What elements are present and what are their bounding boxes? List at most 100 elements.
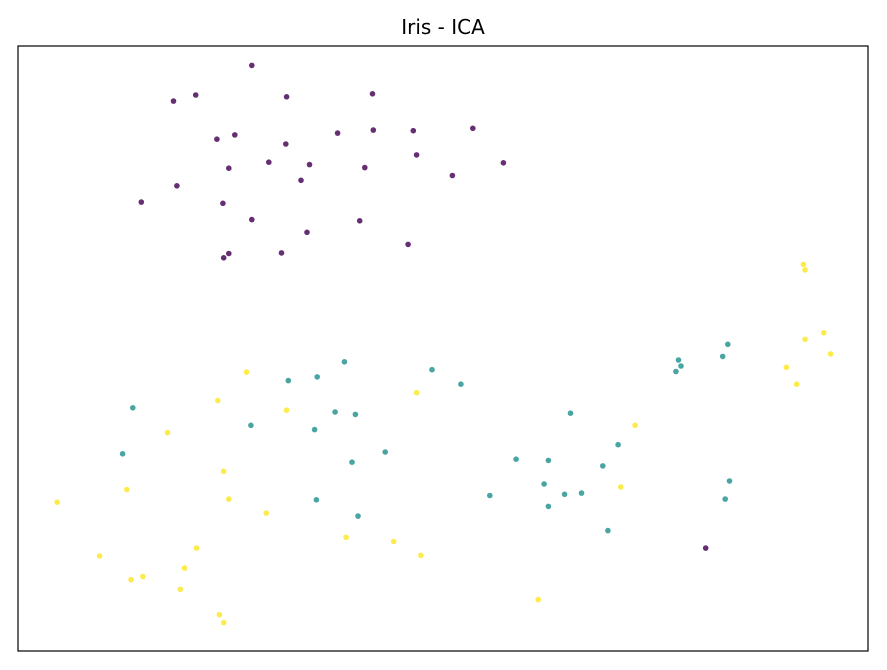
data-point xyxy=(405,241,411,248)
data-point xyxy=(675,357,682,363)
series-0 xyxy=(138,62,709,551)
data-point xyxy=(285,377,292,384)
data-point xyxy=(226,496,232,502)
data-point xyxy=(249,62,255,69)
data-point xyxy=(352,411,359,418)
data-point xyxy=(343,534,349,541)
chart-title: Iris - ICA xyxy=(401,15,485,39)
data-point xyxy=(181,565,188,571)
data-point xyxy=(332,409,338,415)
data-point xyxy=(283,94,290,100)
data-point xyxy=(215,397,221,404)
data-point xyxy=(470,125,476,132)
data-point xyxy=(802,336,808,343)
data-point xyxy=(783,364,790,371)
data-point xyxy=(119,451,126,457)
data-point xyxy=(429,366,435,373)
data-point xyxy=(314,374,321,380)
data-point xyxy=(226,250,232,257)
data-point xyxy=(313,497,320,503)
data-point xyxy=(220,468,227,475)
data-point xyxy=(578,490,585,496)
data-point xyxy=(341,359,348,365)
data-point xyxy=(500,160,507,166)
data-point xyxy=(726,478,733,484)
data-point xyxy=(487,492,493,499)
data-point xyxy=(605,527,611,534)
data-point xyxy=(334,130,341,136)
data-point xyxy=(278,250,285,256)
data-point xyxy=(124,486,130,493)
data-point xyxy=(356,218,363,224)
data-point xyxy=(192,92,199,98)
data-point xyxy=(513,456,519,463)
data-point xyxy=(725,341,731,348)
data-point xyxy=(177,586,184,593)
data-point xyxy=(458,381,464,388)
data-point xyxy=(802,267,808,273)
data-point xyxy=(283,141,289,147)
data-point xyxy=(174,183,180,189)
data-point xyxy=(263,510,270,516)
data-point xyxy=(140,573,146,580)
data-point xyxy=(413,152,420,158)
data-point xyxy=(220,619,227,626)
series-2 xyxy=(54,261,834,626)
data-point xyxy=(600,463,606,469)
data-point xyxy=(800,261,807,268)
data-point xyxy=(170,98,177,104)
data-point xyxy=(266,159,272,165)
data-point xyxy=(243,369,250,375)
data-point xyxy=(541,481,547,487)
data-point xyxy=(827,351,834,357)
data-point xyxy=(678,363,684,369)
data-point xyxy=(362,164,368,171)
data-point xyxy=(298,177,304,184)
data-point xyxy=(220,254,227,261)
data-point xyxy=(673,368,679,375)
data-point xyxy=(418,552,424,559)
data-point xyxy=(617,484,624,490)
data-point xyxy=(96,553,103,559)
data-point xyxy=(567,410,574,417)
data-point xyxy=(632,422,638,429)
data-point xyxy=(164,429,171,436)
data-point xyxy=(535,596,541,603)
data-point xyxy=(410,127,417,134)
data-point xyxy=(561,491,568,498)
data-point xyxy=(54,499,60,506)
data-point xyxy=(311,426,318,433)
data-point xyxy=(138,199,145,205)
data-point xyxy=(249,216,255,223)
data-point xyxy=(128,576,134,583)
data-point xyxy=(355,513,361,519)
data-point xyxy=(226,165,232,171)
data-point xyxy=(232,132,238,138)
data-point xyxy=(214,136,220,142)
data-point xyxy=(370,127,377,133)
data-point xyxy=(382,449,389,455)
data-point xyxy=(545,503,552,510)
series-1 xyxy=(119,341,733,534)
data-point xyxy=(220,200,226,207)
data-point xyxy=(248,422,254,429)
plot-area-frame xyxy=(17,45,869,652)
data-point xyxy=(304,229,310,236)
data-point xyxy=(702,545,709,551)
data-point xyxy=(545,457,552,464)
data-point xyxy=(130,405,136,411)
data-point xyxy=(615,441,621,448)
data-point xyxy=(369,91,376,97)
scatter-points xyxy=(54,62,834,626)
data-point xyxy=(821,330,827,336)
data-point xyxy=(390,538,397,545)
data-point xyxy=(283,407,290,414)
data-point xyxy=(719,353,726,360)
data-point xyxy=(193,545,200,551)
data-point xyxy=(449,172,456,179)
data-point xyxy=(413,389,420,396)
data-point xyxy=(306,161,313,168)
data-point xyxy=(793,381,800,388)
data-point xyxy=(722,496,728,502)
